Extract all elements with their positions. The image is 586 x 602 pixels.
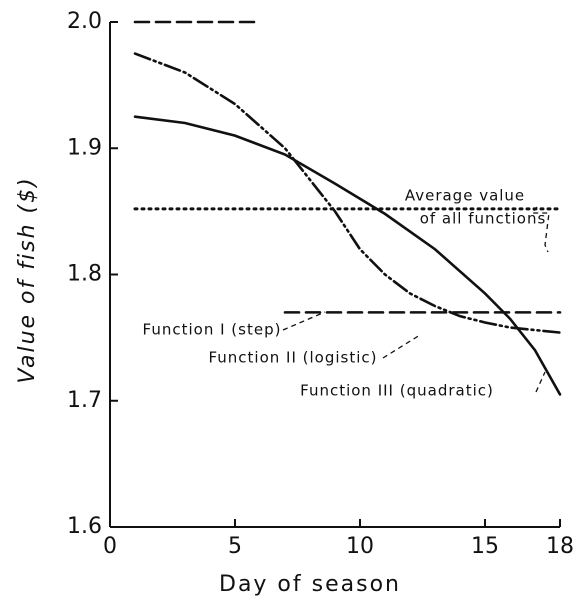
leader-lines bbox=[282, 206, 550, 393]
y-tick-label: 1.9 bbox=[67, 135, 102, 160]
y-tick-label: 1.7 bbox=[67, 388, 102, 413]
y-tick-label: 1.6 bbox=[67, 514, 102, 539]
annotation: Function III (quadratic) bbox=[300, 382, 494, 400]
leader bbox=[382, 334, 421, 359]
leader bbox=[282, 311, 326, 331]
series-line bbox=[133, 115, 562, 396]
series-line bbox=[133, 20, 562, 314]
x-tick-label: 18 bbox=[546, 534, 574, 559]
x-tick-label: 10 bbox=[346, 534, 374, 559]
annotation: Function II (logistic) bbox=[208, 349, 377, 367]
annotation: of all functions bbox=[420, 210, 547, 228]
y-axis-label: Value of fish ($) bbox=[15, 176, 40, 383]
x-tick-label: 5 bbox=[228, 534, 242, 559]
x-axis-label: Day of season bbox=[219, 572, 401, 597]
leader bbox=[535, 371, 546, 393]
x-tick-label: 0 bbox=[103, 534, 117, 559]
y-tick-label: 2.0 bbox=[67, 9, 102, 34]
series-line bbox=[133, 52, 562, 334]
annotation: Average value bbox=[405, 187, 525, 205]
annotation: Function I (step) bbox=[143, 321, 282, 339]
y-tick-label: 1.8 bbox=[67, 262, 102, 287]
x-tick-label: 15 bbox=[471, 534, 499, 559]
